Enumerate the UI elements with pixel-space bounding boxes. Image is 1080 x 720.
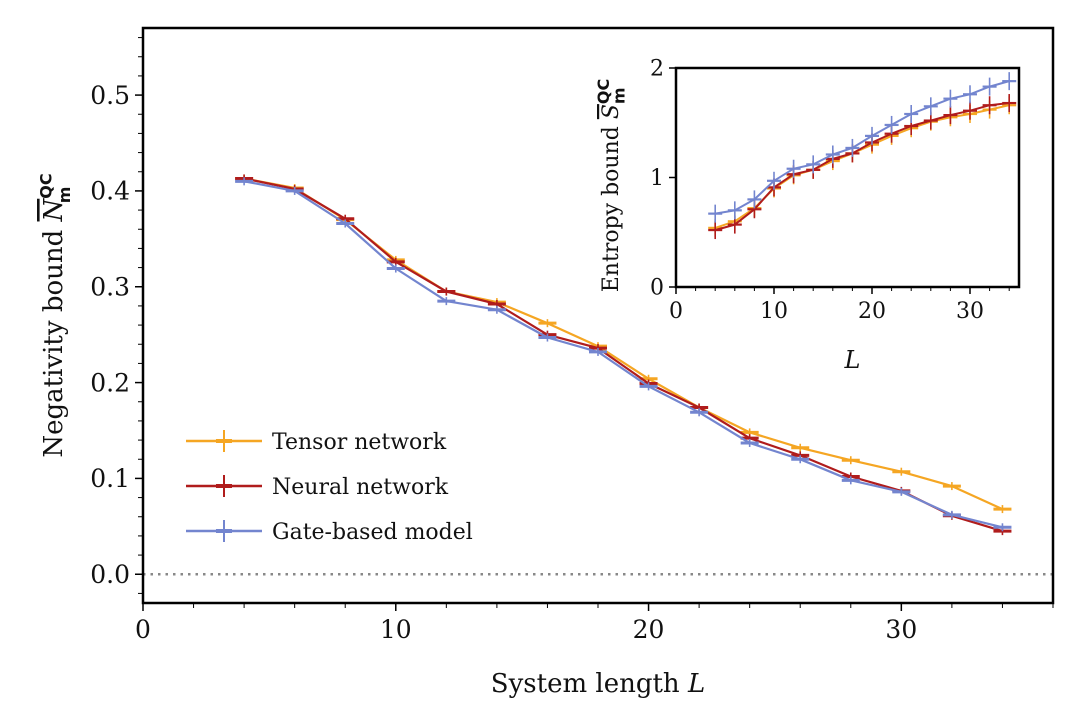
y-tick-label: 2 <box>650 57 664 82</box>
data-point <box>904 104 919 123</box>
data-point <box>892 487 911 496</box>
data-point <box>841 456 860 465</box>
data-point <box>1002 94 1017 113</box>
data-point <box>942 510 961 519</box>
y-tick-label: 0.4 <box>90 177 130 206</box>
data-point <box>235 177 254 186</box>
inset-background <box>676 68 1019 287</box>
data-point <box>708 204 723 223</box>
data-point <box>845 138 860 157</box>
data-point <box>791 455 810 464</box>
series-gate-based-model <box>235 177 1012 532</box>
data-point <box>740 438 759 447</box>
y-tick-label: 0.1 <box>90 464 130 493</box>
data-point <box>806 155 821 174</box>
x-tick-label: 0 <box>135 615 151 644</box>
data-point <box>767 171 781 190</box>
data-point <box>487 305 506 314</box>
data-point <box>285 186 304 195</box>
x-tick-label: 30 <box>885 615 917 644</box>
data-point <box>690 408 709 417</box>
legend-label: Gate-based model <box>272 520 473 545</box>
y-axis-label: Negativity bound NQCm <box>37 173 74 457</box>
x-tick-label: 10 <box>380 615 412 644</box>
x-tick-label: 30 <box>956 299 984 324</box>
data-point <box>943 89 958 108</box>
inset-x-axis-label: L <box>844 346 861 374</box>
series-gate-based-model <box>708 72 1017 223</box>
data-point <box>963 85 977 104</box>
data-point <box>386 264 405 273</box>
data-point <box>727 201 742 220</box>
data-point <box>841 476 860 485</box>
data-point <box>825 145 840 164</box>
legend-item: Tensor network <box>186 430 447 455</box>
legend: Tensor network Neural network Gate-based m… <box>186 430 473 545</box>
series-line <box>243 180 1003 529</box>
data-point <box>993 523 1012 532</box>
inset-y-axis-label: Entropy bound SQCm <box>594 79 628 293</box>
data-point <box>865 126 879 145</box>
y-tick-label: 1 <box>650 166 664 191</box>
data-point <box>963 101 977 120</box>
data-point <box>538 333 557 342</box>
x-axis-label: System length L <box>491 669 705 699</box>
data-point <box>639 382 658 391</box>
legend-item: Gate-based model <box>186 520 473 545</box>
x-tick-label: 20 <box>858 299 886 324</box>
inset-plot: 0 10 20 30 0 1 2 L Entropy bound SQCm <box>594 57 1021 374</box>
data-point <box>923 97 938 116</box>
series-line <box>243 177 1003 533</box>
data-point <box>943 106 958 125</box>
data-point <box>786 159 801 178</box>
y-tick-label: 0 <box>650 276 664 301</box>
data-point <box>747 190 762 209</box>
legend-item: Neural network <box>186 475 449 500</box>
y-tick-label: 0.2 <box>90 368 130 397</box>
data-point <box>982 96 997 115</box>
data-point <box>437 287 456 296</box>
x-tick-label: 10 <box>760 299 788 324</box>
series-line <box>714 102 1010 232</box>
data-point <box>892 467 911 476</box>
legend-label: Neural network <box>272 475 449 500</box>
y-tick-label: 0.0 <box>90 560 130 589</box>
data-point <box>708 221 723 240</box>
x-tick-label: 20 <box>633 615 665 644</box>
y-tick-label: 0.5 <box>90 81 130 110</box>
legend-label: Tensor network <box>272 430 447 455</box>
data-point <box>791 443 810 452</box>
data-point <box>993 505 1012 514</box>
data-point <box>589 347 607 356</box>
data-point <box>884 115 899 134</box>
data-point <box>1002 72 1017 91</box>
plot-frame <box>141 26 1055 605</box>
data-point <box>336 219 355 228</box>
data-point <box>437 297 456 306</box>
data-point <box>942 482 961 491</box>
data-point <box>982 77 997 96</box>
series-line <box>715 80 1010 215</box>
y-tick-label: 0.3 <box>90 273 130 302</box>
plot-frame <box>674 66 1021 289</box>
data-point <box>538 319 557 328</box>
x-tick-label: 0 <box>669 299 683 324</box>
